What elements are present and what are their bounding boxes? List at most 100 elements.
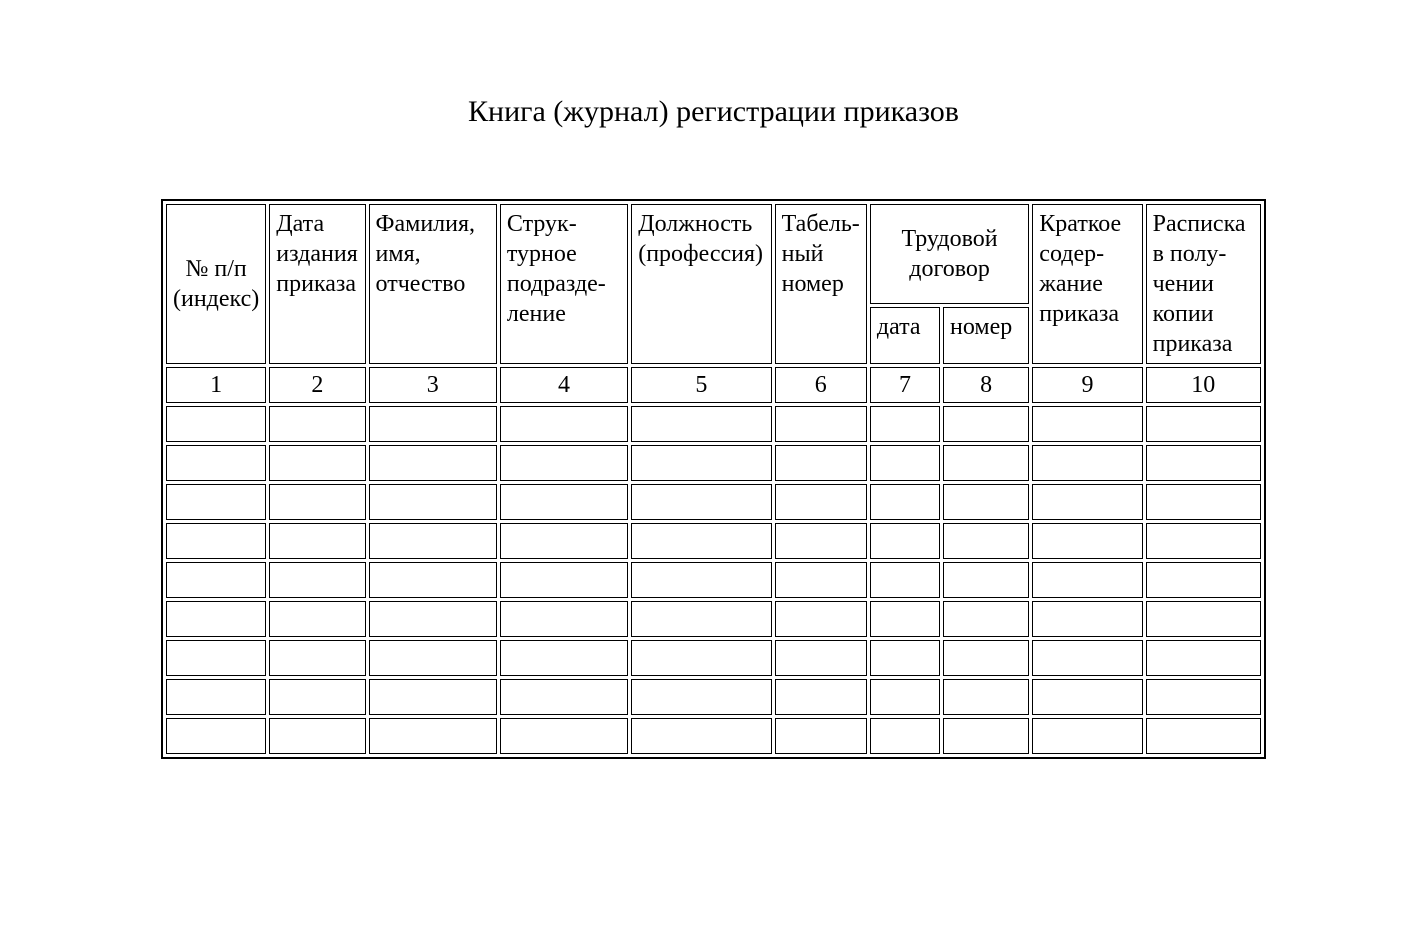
- empty-cell: [1032, 406, 1142, 442]
- empty-cell: [631, 484, 771, 520]
- empty-cell: [631, 601, 771, 637]
- empty-cell: [369, 640, 497, 676]
- empty-cell: [870, 679, 940, 715]
- empty-cell: [943, 601, 1029, 637]
- empty-cell: [1032, 562, 1142, 598]
- empty-cell: [1146, 718, 1261, 754]
- colnum-6: 6: [775, 367, 867, 403]
- empty-cell: [870, 445, 940, 481]
- table-row: [166, 523, 1261, 559]
- empty-cell: [1146, 601, 1261, 637]
- empty-cell: [166, 601, 266, 637]
- header-contract-group: Трудовой договор: [870, 204, 1029, 304]
- empty-cell: [1146, 679, 1261, 715]
- header-receipt: Расписка в полу-чении копии приказа: [1146, 204, 1261, 364]
- empty-cell: [943, 484, 1029, 520]
- table-row: [166, 445, 1261, 481]
- document-title: Книга (журнал) регистрации приказов: [0, 95, 1427, 129]
- empty-cell: [943, 718, 1029, 754]
- empty-cell: [775, 679, 867, 715]
- empty-cell: [500, 640, 628, 676]
- header-tabel: Табель-ный номер: [775, 204, 867, 364]
- empty-cell: [1146, 484, 1261, 520]
- colnum-2: 2: [269, 367, 365, 403]
- empty-cell: [1032, 484, 1142, 520]
- empty-cell: [775, 484, 867, 520]
- empty-cell: [870, 718, 940, 754]
- empty-cell: [369, 445, 497, 481]
- empty-cell: [775, 523, 867, 559]
- empty-cell: [870, 523, 940, 559]
- empty-cell: [1032, 601, 1142, 637]
- column-number-row: 1 2 3 4 5 6 7 8 9 10: [166, 367, 1261, 403]
- empty-cell: [1146, 523, 1261, 559]
- colnum-7: 7: [870, 367, 940, 403]
- empty-cell: [500, 562, 628, 598]
- header-contract-number: номер: [943, 307, 1029, 364]
- table-container: № п/п (индекс) Дата издания приказа Фами…: [161, 199, 1266, 759]
- colnum-10: 10: [1146, 367, 1261, 403]
- empty-cell: [1032, 523, 1142, 559]
- empty-cell: [369, 484, 497, 520]
- table-row: [166, 679, 1261, 715]
- empty-cell: [775, 718, 867, 754]
- header-date: Дата издания приказа: [269, 204, 365, 364]
- table-body: [166, 406, 1261, 754]
- empty-cell: [369, 523, 497, 559]
- empty-cell: [631, 523, 771, 559]
- header-number: № п/п (индекс): [166, 204, 266, 364]
- empty-cell: [500, 601, 628, 637]
- header-position: Должность (профессия): [631, 204, 771, 364]
- empty-cell: [500, 679, 628, 715]
- empty-cell: [369, 406, 497, 442]
- empty-cell: [500, 445, 628, 481]
- empty-cell: [1032, 679, 1142, 715]
- empty-cell: [1146, 406, 1261, 442]
- empty-cell: [500, 718, 628, 754]
- colnum-5: 5: [631, 367, 771, 403]
- header-fullname: Фамилия, имя, отчество: [369, 204, 497, 364]
- colnum-3: 3: [369, 367, 497, 403]
- table-row: [166, 640, 1261, 676]
- empty-cell: [269, 406, 365, 442]
- empty-cell: [943, 523, 1029, 559]
- colnum-1: 1: [166, 367, 266, 403]
- empty-cell: [870, 640, 940, 676]
- colnum-8: 8: [943, 367, 1029, 403]
- colnum-4: 4: [500, 367, 628, 403]
- empty-cell: [870, 406, 940, 442]
- empty-cell: [166, 406, 266, 442]
- empty-cell: [369, 679, 497, 715]
- empty-cell: [775, 406, 867, 442]
- empty-cell: [943, 679, 1029, 715]
- empty-cell: [166, 445, 266, 481]
- empty-cell: [943, 406, 1029, 442]
- empty-cell: [269, 484, 365, 520]
- empty-cell: [166, 562, 266, 598]
- empty-cell: [500, 523, 628, 559]
- empty-cell: [166, 523, 266, 559]
- empty-cell: [269, 562, 365, 598]
- empty-cell: [631, 445, 771, 481]
- empty-cell: [500, 406, 628, 442]
- empty-cell: [775, 562, 867, 598]
- empty-cell: [631, 406, 771, 442]
- colnum-9: 9: [1032, 367, 1142, 403]
- empty-cell: [775, 445, 867, 481]
- table-row: [166, 601, 1261, 637]
- table-row: [166, 562, 1261, 598]
- empty-cell: [369, 601, 497, 637]
- header-row-1: № п/п (индекс) Дата издания приказа Фами…: [166, 204, 1261, 304]
- empty-cell: [775, 640, 867, 676]
- header-summary: Краткое содер-жание приказа: [1032, 204, 1142, 364]
- empty-cell: [631, 640, 771, 676]
- empty-cell: [166, 718, 266, 754]
- empty-cell: [166, 484, 266, 520]
- empty-cell: [500, 484, 628, 520]
- header-contract-date: дата: [870, 307, 940, 364]
- empty-cell: [369, 562, 497, 598]
- empty-cell: [631, 718, 771, 754]
- empty-cell: [1146, 562, 1261, 598]
- empty-cell: [870, 601, 940, 637]
- empty-cell: [269, 445, 365, 481]
